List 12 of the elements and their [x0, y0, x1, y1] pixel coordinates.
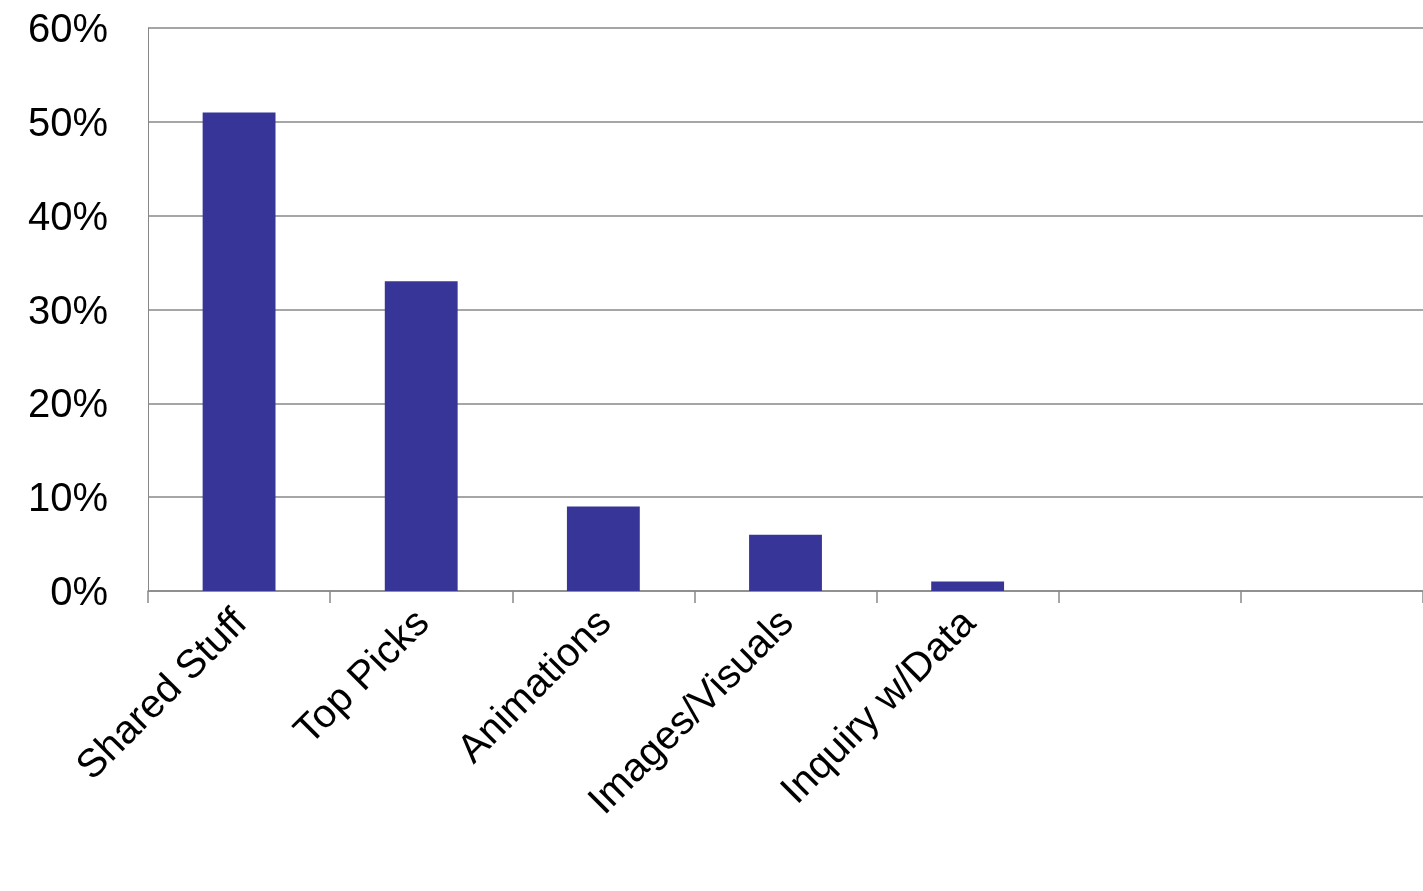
y-tick-label: 50% [27, 99, 108, 144]
y-tick-label: 40% [27, 193, 108, 238]
y-tick-label: 30% [27, 287, 108, 332]
bar [202, 112, 276, 591]
bar [931, 581, 1005, 591]
y-tick-label: 60% [27, 6, 108, 50]
bar [384, 281, 458, 591]
bar [566, 506, 640, 591]
y-tick-label: 20% [27, 381, 108, 426]
y-tick-label: 0% [50, 569, 108, 613]
y-tick-label: 10% [27, 475, 108, 520]
bar [749, 534, 822, 591]
